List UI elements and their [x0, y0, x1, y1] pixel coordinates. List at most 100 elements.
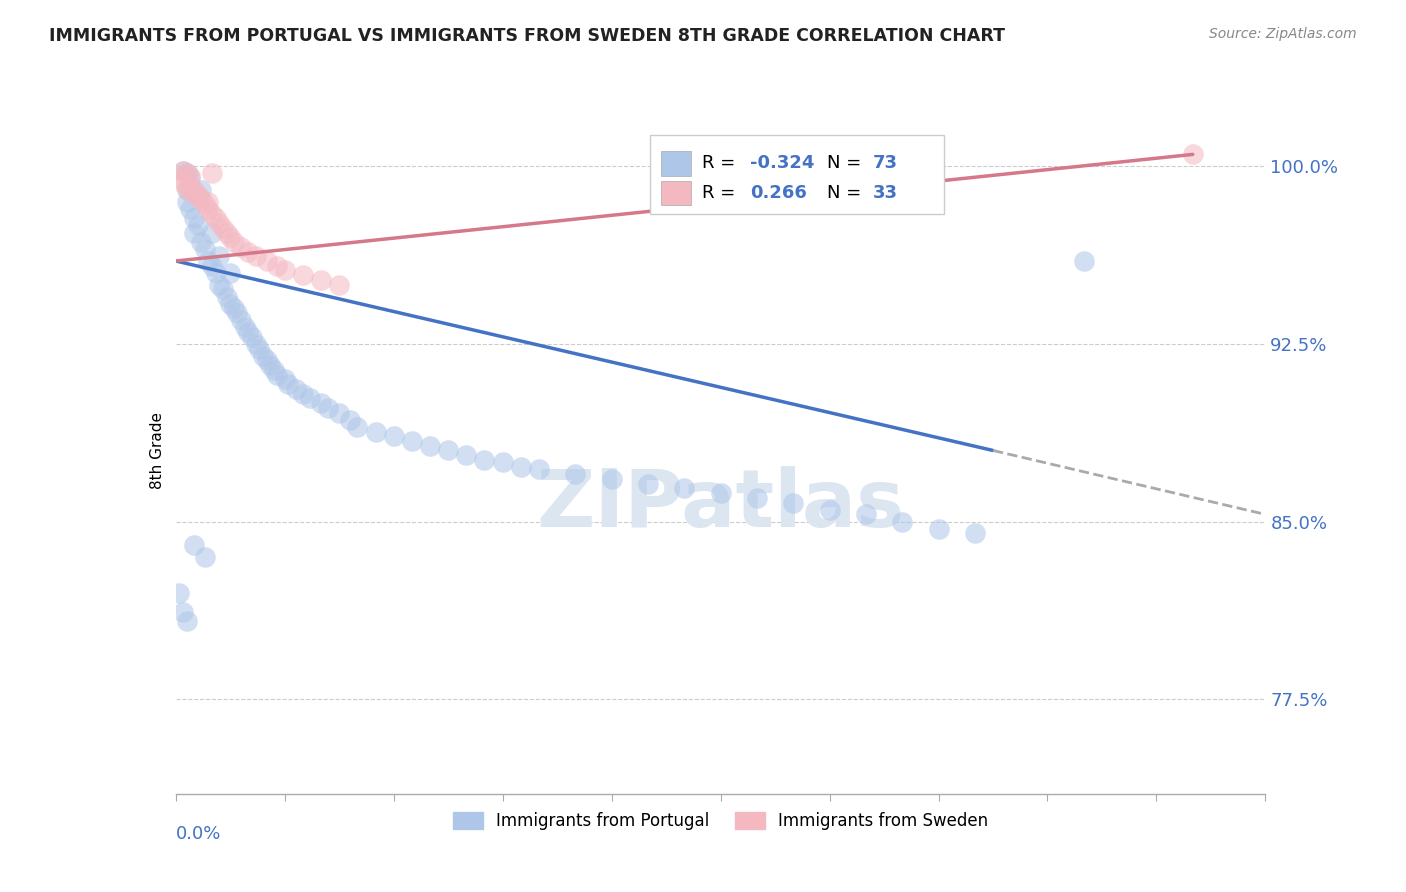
- Point: [527, 462, 550, 476]
- Text: ZIPatlas: ZIPatlas: [537, 467, 904, 544]
- Point: [266, 259, 288, 273]
- Point: [238, 325, 260, 339]
- Point: [364, 425, 387, 439]
- Y-axis label: 8th Grade: 8th Grade: [149, 412, 165, 489]
- Point: [201, 259, 224, 273]
- Point: [245, 249, 267, 263]
- Point: [1181, 147, 1204, 161]
- Point: [891, 515, 914, 529]
- Point: [291, 386, 314, 401]
- Point: [179, 171, 201, 186]
- Point: [179, 169, 201, 183]
- Point: [172, 176, 194, 190]
- Text: R =: R =: [702, 154, 741, 172]
- Point: [277, 377, 299, 392]
- Point: [194, 197, 217, 211]
- Text: 0.0%: 0.0%: [176, 825, 221, 843]
- Point: [509, 460, 531, 475]
- Bar: [661, 180, 692, 205]
- Text: IMMIGRANTS FROM PORTUGAL VS IMMIGRANTS FROM SWEDEN 8TH GRADE CORRELATION CHART: IMMIGRANTS FROM PORTUGAL VS IMMIGRANTS F…: [49, 27, 1005, 45]
- Point: [231, 313, 253, 327]
- Point: [183, 211, 205, 226]
- Point: [474, 453, 496, 467]
- Text: 0.266: 0.266: [749, 184, 807, 202]
- Point: [212, 220, 235, 235]
- Point: [212, 282, 235, 296]
- Point: [309, 273, 332, 287]
- Point: [419, 439, 441, 453]
- Point: [208, 216, 231, 230]
- Point: [782, 495, 804, 509]
- Point: [215, 226, 238, 240]
- Point: [233, 320, 256, 334]
- Point: [274, 372, 297, 386]
- Point: [245, 337, 267, 351]
- Text: Source: ZipAtlas.com: Source: ZipAtlas.com: [1209, 27, 1357, 41]
- Point: [291, 268, 314, 283]
- Legend: Immigrants from Portugal, Immigrants from Sweden: Immigrants from Portugal, Immigrants fro…: [446, 805, 995, 837]
- Point: [169, 171, 191, 186]
- Point: [222, 301, 245, 316]
- Point: [309, 396, 332, 410]
- Point: [215, 289, 238, 303]
- Point: [197, 254, 219, 268]
- Point: [176, 614, 198, 628]
- Point: [252, 349, 274, 363]
- Point: [183, 183, 205, 197]
- Point: [401, 434, 423, 448]
- Point: [208, 249, 231, 263]
- Point: [240, 330, 263, 344]
- Point: [226, 306, 249, 320]
- Point: [318, 401, 340, 415]
- Point: [284, 382, 307, 396]
- Point: [266, 368, 288, 382]
- FancyBboxPatch shape: [650, 135, 943, 213]
- Point: [190, 193, 212, 207]
- Point: [183, 226, 205, 240]
- Point: [190, 183, 212, 197]
- Point: [1073, 254, 1095, 268]
- Point: [176, 183, 198, 197]
- Point: [176, 166, 198, 180]
- Point: [204, 266, 226, 280]
- Point: [492, 455, 515, 469]
- Text: 33: 33: [873, 184, 898, 202]
- Point: [855, 508, 877, 522]
- Point: [197, 194, 219, 209]
- Point: [176, 194, 198, 209]
- Point: [176, 180, 198, 194]
- Point: [456, 448, 478, 462]
- Point: [204, 211, 226, 226]
- Point: [172, 164, 194, 178]
- Point: [169, 585, 191, 599]
- Point: [274, 263, 297, 277]
- Point: [231, 240, 253, 254]
- Point: [328, 277, 350, 292]
- Point: [382, 429, 405, 443]
- Point: [172, 605, 194, 619]
- Point: [201, 206, 224, 220]
- Point: [673, 481, 696, 495]
- Point: [437, 443, 460, 458]
- Text: R =: R =: [702, 184, 741, 202]
- Point: [201, 226, 224, 240]
- Point: [190, 235, 212, 249]
- Point: [256, 353, 278, 368]
- Point: [197, 202, 219, 216]
- Point: [222, 235, 245, 249]
- Point: [564, 467, 586, 482]
- Text: N =: N =: [827, 184, 868, 202]
- Point: [963, 526, 986, 541]
- Point: [328, 406, 350, 420]
- Point: [928, 522, 950, 536]
- Point: [346, 419, 368, 434]
- Point: [176, 166, 198, 180]
- Point: [299, 392, 322, 406]
- Point: [179, 186, 201, 200]
- Point: [194, 549, 217, 564]
- Point: [186, 187, 209, 202]
- Point: [186, 219, 209, 233]
- Point: [637, 476, 659, 491]
- Point: [172, 164, 194, 178]
- Text: N =: N =: [827, 154, 868, 172]
